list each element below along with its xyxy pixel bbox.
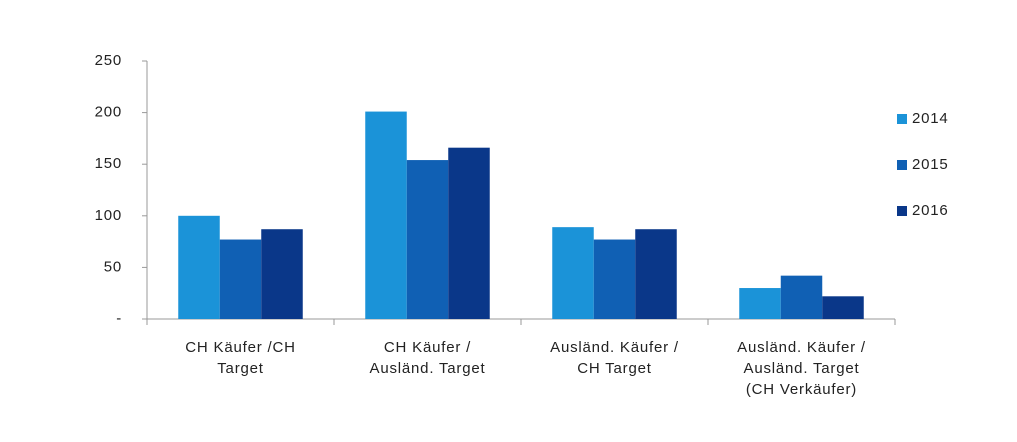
x-tick-label: Target [217,360,264,377]
y-tick-label: 50 [104,258,122,275]
bar [780,275,823,319]
legend-swatch [897,114,907,124]
x-tick-label: CH Käufer / [384,339,471,356]
legend-swatch [897,160,907,170]
bar [739,288,781,319]
y-tick-label: 150 [95,155,122,172]
y-tick-label: 100 [95,207,122,224]
bar [406,160,449,319]
y-tick-label: 250 [95,52,122,69]
bar [593,239,636,319]
legend-label: 2014 [912,110,949,127]
y-tick-label: - [116,310,122,327]
y-tick-label: 200 [95,104,122,121]
bar [448,147,490,319]
x-tick-label: Ausländ. Target [744,360,860,377]
legend-label: 2015 [912,156,949,173]
legend-label: 2016 [912,202,949,219]
bar [635,229,677,319]
bar [822,296,864,319]
x-tick-label: (CH Verkäufer) [746,381,857,398]
x-tick-label: Ausländ. Käufer / [550,339,679,356]
bar [261,229,303,319]
x-tick-label: Ausländ. Target [370,360,486,377]
x-tick-label: CH Käufer /CH [185,339,295,356]
legend-swatch [897,206,907,216]
x-tick-label: Ausländ. Käufer / [737,339,866,356]
bar [178,215,220,319]
bar [219,239,262,319]
bar [552,227,594,319]
x-tick-label: CH Target [577,360,651,377]
bar [365,111,407,320]
